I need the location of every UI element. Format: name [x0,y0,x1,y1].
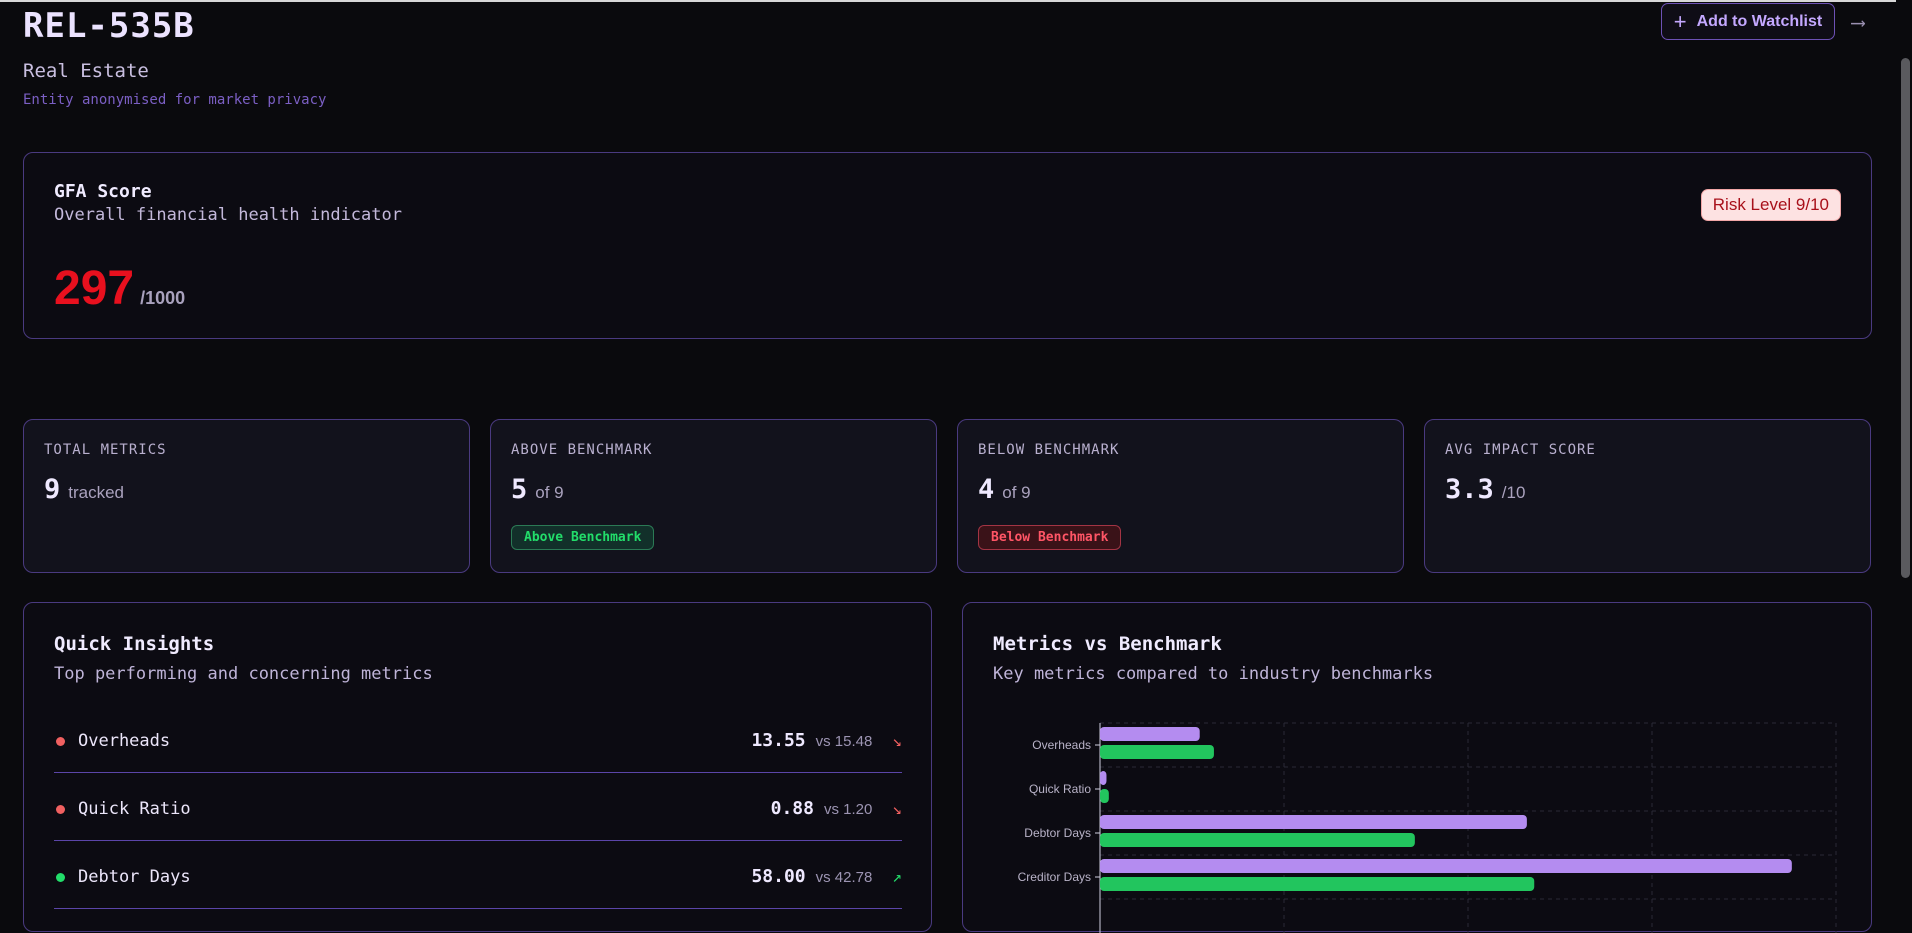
insight-name: Debtor Days [78,867,191,887]
y-tick-label: Overheads [1032,738,1091,752]
privacy-note: Entity anonymised for market privacy [23,92,327,108]
benchmark-bar-chart: Overheads Quick Ratio Debtor Days Creditor … [1018,722,1837,933]
trend-down-icon: ↘ [892,799,902,818]
stat-unit: of 9 [535,483,564,502]
stat-label: ABOVE BENCHMARK [511,442,653,458]
stat-value: 9 tracked [44,474,124,505]
insight-name: Overheads [78,731,171,751]
below-benchmark-badge: Below Benchmark [978,525,1122,550]
stat-label: BELOW BENCHMARK [978,442,1120,458]
insight-benchmark: vs 1.20 [823,801,873,818]
y-tick-label: Creditor Days [1018,870,1091,884]
stat-card-below-benchmark: BELOW BENCHMARK 4 of 9 Below Benchmark [957,419,1404,573]
negative-status-dot [56,737,65,746]
insight-values: 0.88 vs 1.20 ↘ [771,798,902,819]
company-bar [1100,815,1527,829]
quick-insights-panel: Quick Insights Top performing and concer… [23,602,932,932]
insight-row-debtor-days[interactable]: Debtor Days 58.00 vs 42.78 ↗ [54,841,902,909]
gfa-score-card: GFA Score Overall financial health indic… [23,152,1872,339]
stat-value: 4 of 9 [978,474,1031,505]
stat-unit: of 9 [1002,483,1031,502]
panel-subtitle: Key metrics compared to industry benchma… [993,664,1434,684]
benchmark-bar [1100,745,1214,759]
stat-value: 3.3 /10 [1445,474,1525,505]
insight-row-overheads[interactable]: Overheads 13.55 vs 15.48 ↘ [54,705,902,773]
insight-values: 58.00 vs 42.78 ↗ [751,866,902,887]
plus-icon: + [1673,8,1687,34]
company-bar [1100,771,1107,785]
insight-row-quick-ratio[interactable]: Quick Ratio 0.88 vs 1.20 ↘ [54,773,902,841]
insight-benchmark: vs 15.48 [815,733,873,750]
metrics-vs-benchmark-panel: Metrics vs Benchmark Key metrics compare… [962,602,1872,933]
insight-value: 13.55 [751,730,806,751]
stat-unit: /10 [1501,483,1526,502]
positive-status-dot [56,873,65,882]
insight-value: 58.00 [751,866,806,887]
stat-number: 4 [978,474,995,505]
entity-title: REL-535B [23,6,195,46]
add-to-watchlist-button[interactable]: + Add to Watchlist [1661,3,1835,40]
trend-down-icon: ↘ [892,731,902,750]
gfa-score-value: 297 [54,262,135,315]
add-to-watchlist-label: Add to Watchlist [1696,12,1823,30]
stat-unit: tracked [68,483,125,502]
above-benchmark-badge: Above Benchmark [511,525,655,550]
panel-title: Metrics vs Benchmark [993,633,1222,655]
company-bar [1100,859,1792,873]
stat-number: 9 [44,474,61,505]
gfa-score-max: /1000 [140,288,186,308]
insight-name: Quick Ratio [78,799,191,819]
insight-values: 13.55 vs 15.48 ↘ [751,730,902,751]
arrow-right-icon[interactable]: ⟶ [1852,10,1865,34]
trend-up-icon: ↗ [892,867,902,886]
gfa-score: 297 /1000 [54,261,185,316]
benchmark-bar [1100,877,1535,891]
gfa-subtitle: Overall financial health indicator [54,205,402,225]
benchmark-bar [1100,833,1415,847]
gfa-title: GFA Score [54,181,152,202]
stat-number: 3.3 [1445,474,1494,505]
company-bar [1100,727,1200,741]
stat-label: TOTAL METRICS [44,442,167,458]
insight-benchmark: vs 42.78 [815,869,873,886]
stat-card-total-metrics: TOTAL METRICS 9 tracked [23,419,470,573]
benchmark-bar [1100,789,1109,803]
negative-status-dot [56,805,65,814]
stat-card-above-benchmark: ABOVE BENCHMARK 5 of 9 Above Benchmark [490,419,937,573]
entity-sector: Real Estate [23,60,149,82]
panel-subtitle: Top performing and concerning metrics [54,664,433,684]
scrollbar-thumb[interactable] [1901,58,1910,578]
insight-value: 0.88 [770,798,814,819]
risk-level-badge: Risk Level 9/10 [1700,189,1841,221]
stat-number: 5 [511,474,528,505]
panel-title: Quick Insights [54,633,215,655]
window-top-border [0,0,1912,2]
y-tick-label: Debtor Days [1024,826,1091,840]
stat-value: 5 of 9 [511,474,564,505]
stat-card-avg-impact-score: AVG IMPACT SCORE 3.3 /10 [1424,419,1871,573]
stat-label: AVG IMPACT SCORE [1445,442,1596,458]
y-tick-label: Quick Ratio [1029,782,1091,796]
